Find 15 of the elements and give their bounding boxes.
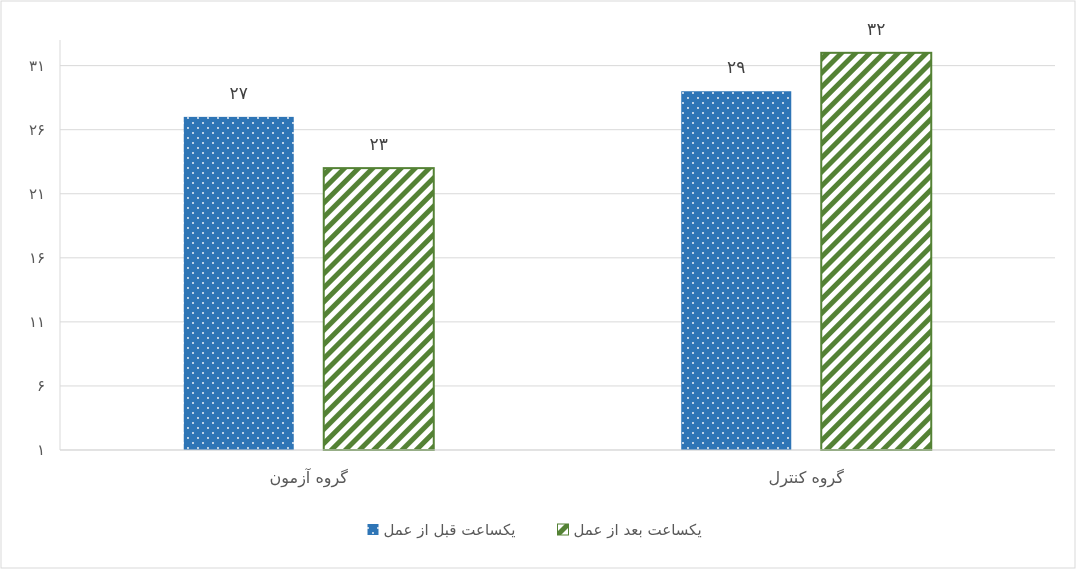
data-label: ۲۳ <box>369 134 388 155</box>
data-label: ۲۹ <box>727 57 746 78</box>
x-tick-label: گروه کنترل <box>768 468 845 488</box>
y-tick-label: ۶ <box>36 376 45 395</box>
y-tick-label: ۱۱ <box>28 312 45 331</box>
data-label: ۳۲ <box>867 18 886 39</box>
y-tick-label: ۲۶ <box>28 120 45 139</box>
legend-label: یکساعت قبل از عمل <box>383 521 516 539</box>
y-tick-label: ۲۱ <box>28 184 45 203</box>
x-tick-label: گروه آزمون <box>269 468 349 488</box>
data-label: ۲۷ <box>229 82 248 103</box>
y-tick-label: ۱۶ <box>28 248 45 267</box>
legend-label: یکساعت بعد از عمل <box>573 521 702 539</box>
y-tick-label: ۱ <box>36 441 45 459</box>
y-tick-label: ۳۱ <box>28 56 45 75</box>
